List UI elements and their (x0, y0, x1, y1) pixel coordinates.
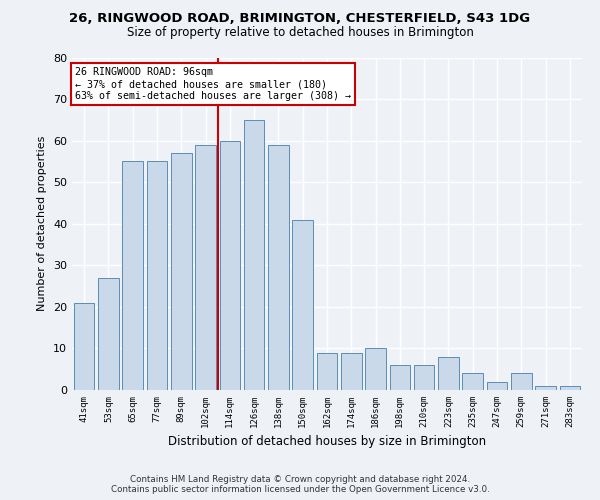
Y-axis label: Number of detached properties: Number of detached properties (37, 136, 47, 312)
Bar (341, 352, 362, 390)
Bar (389, 365, 410, 390)
Text: Contains HM Land Registry data © Crown copyright and database right 2024.
Contai: Contains HM Land Registry data © Crown c… (110, 474, 490, 494)
Bar (560, 386, 580, 390)
Bar (438, 357, 459, 390)
Text: 26, RINGWOOD ROAD, BRIMINGTON, CHESTERFIELD, S43 1DG: 26, RINGWOOD ROAD, BRIMINGTON, CHESTERFI… (70, 12, 530, 26)
Bar (268, 145, 289, 390)
Bar (244, 120, 265, 390)
Text: Size of property relative to detached houses in Brimington: Size of property relative to detached ho… (127, 26, 473, 39)
Bar (487, 382, 508, 390)
Bar (317, 352, 337, 390)
Bar (171, 153, 191, 390)
Bar (511, 374, 532, 390)
X-axis label: Distribution of detached houses by size in Brimington: Distribution of detached houses by size … (168, 436, 486, 448)
Bar (535, 386, 556, 390)
Bar (220, 140, 240, 390)
Bar (292, 220, 313, 390)
Bar (365, 348, 386, 390)
Bar (74, 302, 94, 390)
Bar (122, 162, 143, 390)
Bar (414, 365, 434, 390)
Bar (98, 278, 119, 390)
Bar (195, 145, 216, 390)
Bar (146, 162, 167, 390)
Bar (463, 374, 483, 390)
Text: 26 RINGWOOD ROAD: 96sqm
← 37% of detached houses are smaller (180)
63% of semi-d: 26 RINGWOOD ROAD: 96sqm ← 37% of detache… (74, 68, 350, 100)
